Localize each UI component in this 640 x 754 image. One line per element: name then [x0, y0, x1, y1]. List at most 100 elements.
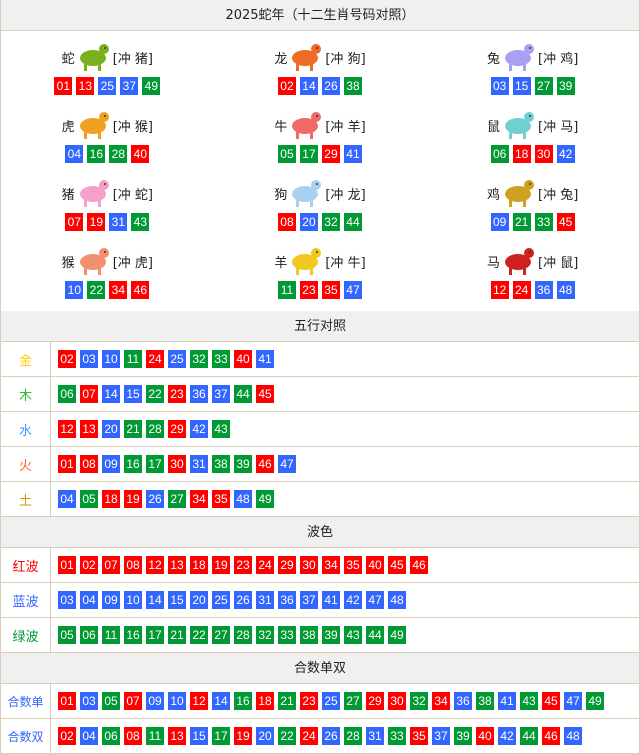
number-ball: 24 — [146, 350, 164, 368]
number-ball: 47 — [343, 281, 362, 299]
number-ball: 43 — [520, 692, 538, 710]
row-label: 合数双 — [1, 719, 51, 753]
zodiac-animal-icon — [76, 38, 112, 76]
number-ball: 27 — [212, 626, 230, 644]
zodiac-header: 兔 [冲 鸡] — [487, 37, 578, 77]
number-ball: 39 — [454, 727, 472, 745]
number-ball: 24 — [512, 281, 531, 299]
number-ball: 30 — [534, 145, 553, 163]
zodiac-cell: 兔 [冲 鸡] 03 15 27 39 — [426, 37, 639, 105]
number-ball: 08 — [124, 727, 142, 745]
zodiac-name: 羊 — [274, 255, 288, 271]
number-ball: 22 — [146, 385, 164, 403]
number-ball: 01 — [54, 77, 73, 95]
row-label: 蓝波 — [1, 583, 51, 617]
number-ball: 26 — [146, 490, 164, 508]
number-ball: 11 — [124, 350, 142, 368]
number-ball: 06 — [102, 727, 120, 745]
number-ball: 17 — [299, 145, 318, 163]
zodiac-animal-icon — [501, 242, 537, 280]
number-list: 12 13 20 21 28 29 42 43 — [51, 412, 230, 446]
zodiac-header: 蛇 [冲 猪] — [62, 37, 153, 77]
waves-table: 红波 01 02 07 08 12 13 18 19 23 24 29 30 34 35 40 45 46 蓝波 03… — [1, 548, 639, 653]
zodiac-clash: [冲 猴] — [112, 119, 153, 135]
number-ball: 42 — [556, 145, 575, 163]
zodiac-header: 羊 [冲 牛] — [274, 241, 366, 281]
number-ball: 49 — [586, 692, 604, 710]
zodiac-header: 马 [冲 鼠] — [487, 241, 578, 281]
number-ball: 22 — [278, 727, 296, 745]
number-ball: 11 — [277, 281, 296, 299]
number-ball: 31 — [256, 591, 274, 609]
number-ball: 09 — [102, 591, 120, 609]
number-ball: 31 — [190, 455, 208, 473]
row-label: 木 — [1, 377, 51, 411]
zodiac-cell: 虎 [冲 猴] 04 16 28 40 — [1, 105, 214, 173]
number-ball: 12 — [490, 281, 509, 299]
zodiac-clash: [冲 猪] — [112, 51, 153, 67]
number-list: 02 14 26 38 — [277, 77, 362, 95]
number-list: 02 04 06 08 11 13 15 17 19 20 22 24 26 28 31 33 35 37 39 40… — [51, 719, 582, 753]
number-ball: 29 — [366, 692, 384, 710]
zodiac-cell: 鼠 [冲 马] 06 18 30 42 — [426, 105, 639, 173]
zodiac-cell: 牛 [冲 羊] 05 17 29 41 — [214, 105, 427, 173]
number-ball: 23 — [299, 281, 318, 299]
zodiac-name: 马 — [487, 255, 501, 271]
number-ball: 28 — [146, 420, 164, 438]
number-ball: 37 — [120, 77, 139, 95]
number-list: 07 19 31 43 — [65, 213, 150, 231]
zodiac-animal-icon — [76, 174, 112, 212]
number-ball: 05 — [277, 145, 296, 163]
number-ball: 09 — [490, 213, 509, 231]
zodiac-cell: 蛇 [冲 猪] 01 13 25 37 49 — [1, 37, 214, 105]
number-ball: 25 — [322, 692, 340, 710]
number-ball: 39 — [322, 626, 340, 644]
number-ball: 19 — [234, 727, 252, 745]
number-ball: 43 — [131, 213, 150, 231]
number-ball: 32 — [321, 213, 340, 231]
number-ball: 03 — [490, 77, 509, 95]
number-ball: 35 — [410, 727, 428, 745]
parity-header: 合数单双 — [1, 653, 639, 684]
number-ball: 15 — [124, 385, 142, 403]
number-ball: 42 — [344, 591, 362, 609]
number-list: 01 02 07 08 12 13 18 19 23 24 29 30 34 35 40 45 46 — [51, 548, 428, 582]
number-ball: 36 — [190, 385, 208, 403]
number-list: 12 24 36 48 — [490, 281, 575, 299]
number-ball: 12 — [58, 420, 76, 438]
zodiac-header: 狗 [冲 龙] — [274, 173, 366, 213]
number-ball: 10 — [124, 591, 142, 609]
number-ball: 46 — [542, 727, 560, 745]
number-ball: 35 — [321, 281, 340, 299]
number-ball: 16 — [234, 692, 252, 710]
number-ball: 48 — [388, 591, 406, 609]
number-ball: 23 — [234, 556, 252, 574]
number-ball: 22 — [87, 281, 106, 299]
number-ball: 23 — [168, 385, 186, 403]
number-list: 01 08 09 16 17 30 31 38 39 46 47 — [51, 447, 296, 481]
number-ball: 49 — [256, 490, 274, 508]
table-row: 土 04 05 18 19 26 27 34 35 48 49 — [1, 482, 639, 517]
number-list: 09 21 33 45 — [490, 213, 575, 231]
table-row: 合数单 01 03 05 07 09 10 12 14 16 18 21 23 25 27 29 30 32 34 3… — [1, 684, 639, 719]
number-ball: 26 — [234, 591, 252, 609]
number-ball: 34 — [322, 556, 340, 574]
number-ball: 33 — [212, 350, 230, 368]
number-ball: 35 — [344, 556, 362, 574]
zodiac-name: 鸡 — [487, 187, 501, 203]
zodiac-cell: 狗 [冲 龙] 08 20 32 44 — [214, 173, 427, 241]
zodiac-header: 牛 [冲 羊] — [274, 105, 366, 145]
zodiac-name: 猪 — [61, 187, 75, 203]
zodiac-header: 虎 [冲 猴] — [62, 105, 153, 145]
number-ball: 04 — [65, 145, 84, 163]
number-ball: 37 — [432, 727, 450, 745]
number-ball: 14 — [146, 591, 164, 609]
number-ball: 34 — [109, 281, 128, 299]
zodiac-clash: [冲 兔] — [538, 187, 579, 203]
number-ball: 29 — [321, 145, 340, 163]
number-ball: 01 — [58, 692, 76, 710]
number-ball: 43 — [344, 626, 362, 644]
number-ball: 33 — [388, 727, 406, 745]
number-ball: 05 — [58, 626, 76, 644]
